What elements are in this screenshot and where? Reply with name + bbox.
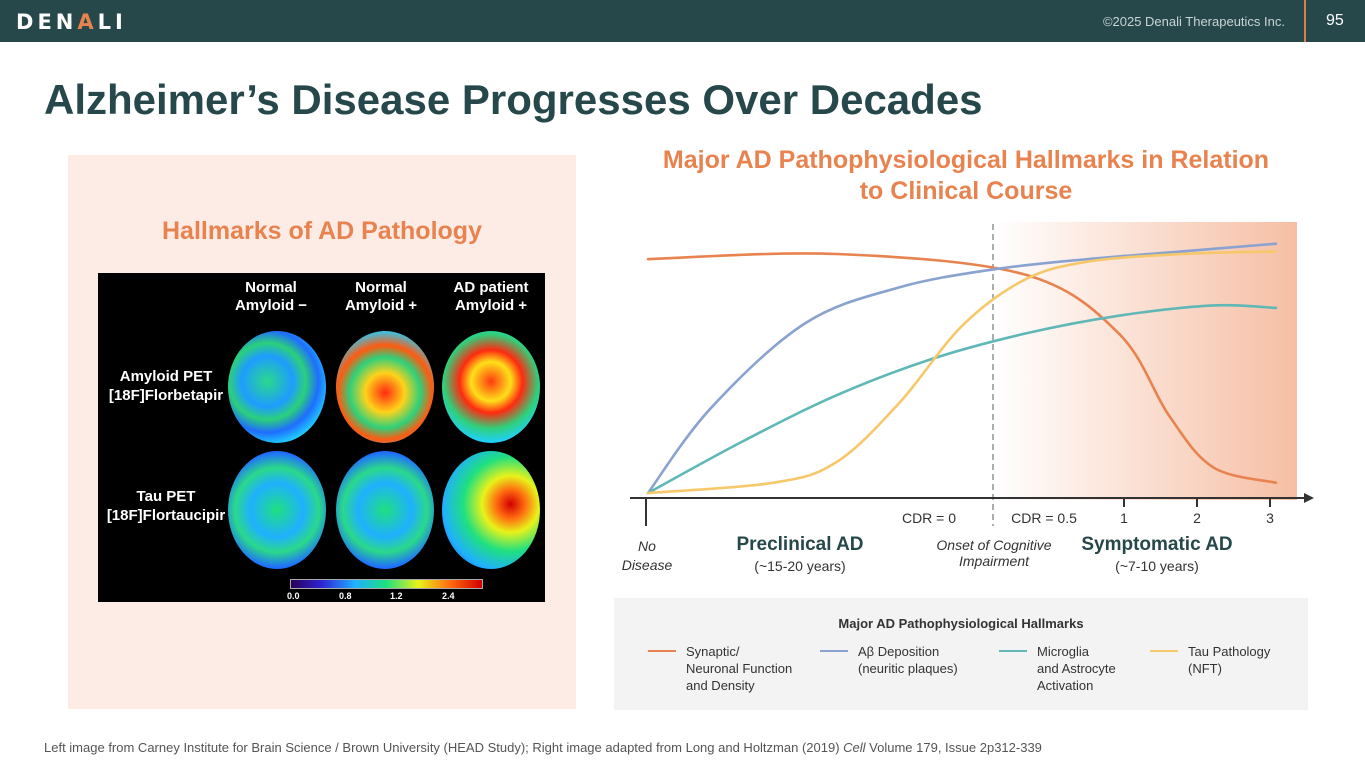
chart-title: Major AD Pathophysiological Hallmarks in… [662,146,1270,205]
left-panel: Hallmarks of AD Pathology Normal Amyloid … [68,155,576,709]
tick-label-2: 2 [1193,510,1201,526]
tick-label-cdr05: CDR = 0.5 [1011,510,1077,526]
progression-chart: CDR = 0 CDR = 0.5 1 2 3 No Disease Precl… [622,222,1314,574]
legend-title: Major AD Pathophysiological Hallmarks [838,616,1084,631]
series-line-1 [646,242,1278,495]
pet-column-header: AD patient Amyloid + [453,279,529,314]
stage-onset: Onset of Cognitive [936,537,1051,553]
series-line-3 [646,250,1278,495]
legend-swatch [820,650,848,652]
tick-label-cdr0: CDR = 0 [902,510,956,526]
pet-row-header: Tau PET [18F]Flortaucipir [106,488,226,524]
denali-logo: DENALI [16,10,127,34]
brain-scan-tau-normal-positive [336,451,434,569]
stage-symptomatic: Symptomatic AD [1081,534,1232,555]
stage-symptomatic-years: (~7-10 years) [1115,558,1199,574]
stage-onset: Impairment [959,553,1030,569]
series-line-2 [646,303,1278,495]
stage-no-disease: No [638,538,656,554]
pet-column-header: Normal Amyloid − [234,279,308,314]
legend-label: Tau Pathology (NFT) [1188,644,1271,676]
pet-row-header: Amyloid PET [18F]Florbetapir [108,368,224,404]
header-divider [1304,0,1306,42]
scale-label: 0.0 [287,591,300,601]
x-axis-arrow [1304,493,1314,503]
brain-scan-amyloid-normal-positive [336,331,434,443]
left-panel-heading: Hallmarks of AD Pathology [162,217,482,245]
footnote: Left image from Carney Institute for Bra… [44,740,1042,755]
legend-swatch [1150,650,1178,652]
legend-swatch [648,650,676,652]
series-layer [646,242,1278,495]
tick-label-3: 3 [1266,510,1274,526]
chart-legend: Major AD Pathophysiological Hallmarks Sy… [614,598,1308,710]
pet-column-header: Normal Amyloid + [344,279,418,314]
stage-preclinical: Preclinical AD [736,534,863,555]
legend-label: Aβ Deposition (neuritic plaques) [858,644,958,676]
series-line-0 [646,252,1278,485]
stage-preclinical-years: (~15-20 years) [754,558,845,574]
legend-label: Synaptic/Neuronal Function and Density [686,644,793,693]
slide-title: Alzheimer’s Disease Progresses Over Deca… [44,76,983,123]
pet-scan-image: Normal Amyloid − Normal Amyloid + AD patie… [98,273,545,602]
stage-no-disease: Disease [622,557,673,573]
brain-scan-amyloid-normal-negative [228,331,326,443]
brain-scan-amyloid-ad-patient [442,331,540,443]
tick-label-1: 1 [1120,510,1128,526]
scale-label: 1.2 [390,591,403,601]
scale-label: 0.8 [339,591,352,601]
copyright-text: ©2025 Denali Therapeutics Inc. [1102,14,1285,29]
top-bar: DENALI ©2025 Denali Therapeutics Inc. 95 [0,0,1365,42]
scale-label: 2.4 [442,591,455,601]
brain-scan-tau-ad-patient [442,451,540,569]
brain-scan-tau-normal-negative [228,451,326,569]
pet-color-scale [290,579,483,589]
page-number: 95 [1326,12,1344,29]
symptomatic-shading [993,222,1297,500]
legend-label: Microglia and Astrocyte Activation [1037,644,1116,693]
legend-swatch [999,650,1027,652]
